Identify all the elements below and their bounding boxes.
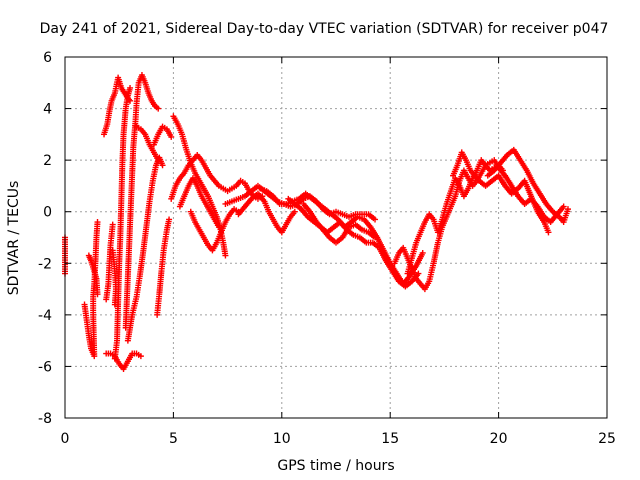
data-point [111,301,118,308]
data-point [168,133,175,140]
data-point [545,229,552,236]
series-r [235,190,298,236]
y-tick-label: -4 [38,308,52,324]
data-point [159,162,166,169]
x-tick-label: 25 [598,431,616,447]
data-point [372,234,379,241]
series-c [103,350,144,373]
x-axis-label: GPS time / hours [277,458,394,474]
data-point [222,252,229,259]
series-l [154,216,173,318]
y-tick-label: 4 [43,102,52,118]
data-point [125,96,132,103]
y-tick-label: -6 [38,359,52,375]
data-point [415,270,422,277]
series-n [168,151,266,202]
data-point [155,157,162,164]
data-point [564,206,571,213]
data-point [109,221,116,228]
series-f [101,74,134,138]
series-m [170,113,229,259]
data-point [166,216,173,223]
series-j [133,123,162,164]
series-h [122,72,162,331]
y-tick-label: 0 [43,205,52,221]
data-point [94,219,101,226]
x-tick-label: 0 [61,431,70,447]
data-point [155,105,162,112]
data-point [560,203,567,210]
data-point [419,249,426,256]
data-point [94,291,101,298]
x-tick-label: 5 [169,431,178,447]
series-y [484,146,571,226]
data-point [137,353,144,360]
plot-frame [64,56,608,419]
y-tick-label: 6 [43,50,52,66]
chart-title: Day 241 of 2021, Sidereal Day-to-day VTE… [40,21,609,37]
axes: 0 5 10 15 20 25 -8 -6 -4 -2 0 2 4 6 [38,50,616,447]
y-axis-label: SDTVAR / TECUs [6,181,22,296]
data-point [372,216,379,223]
data-point [127,84,134,91]
series-p [187,206,242,254]
series-u [300,200,379,246]
series-b [85,252,101,298]
data-point [215,224,222,231]
y-tick-label: -2 [38,256,52,272]
y-tick-label: -8 [38,411,52,427]
series-o [176,175,222,231]
x-tick-label: 15 [381,431,399,447]
series-x [450,149,552,236]
series-k [150,123,175,148]
series-a [81,219,101,360]
series-d [103,221,116,303]
data-point [127,97,134,104]
x-tick-label: 20 [490,431,508,447]
y-tick-label: 2 [43,153,52,169]
series-g [109,247,119,308]
data-point [291,208,298,215]
data-series [62,72,571,373]
x-tick-label: 10 [273,431,291,447]
